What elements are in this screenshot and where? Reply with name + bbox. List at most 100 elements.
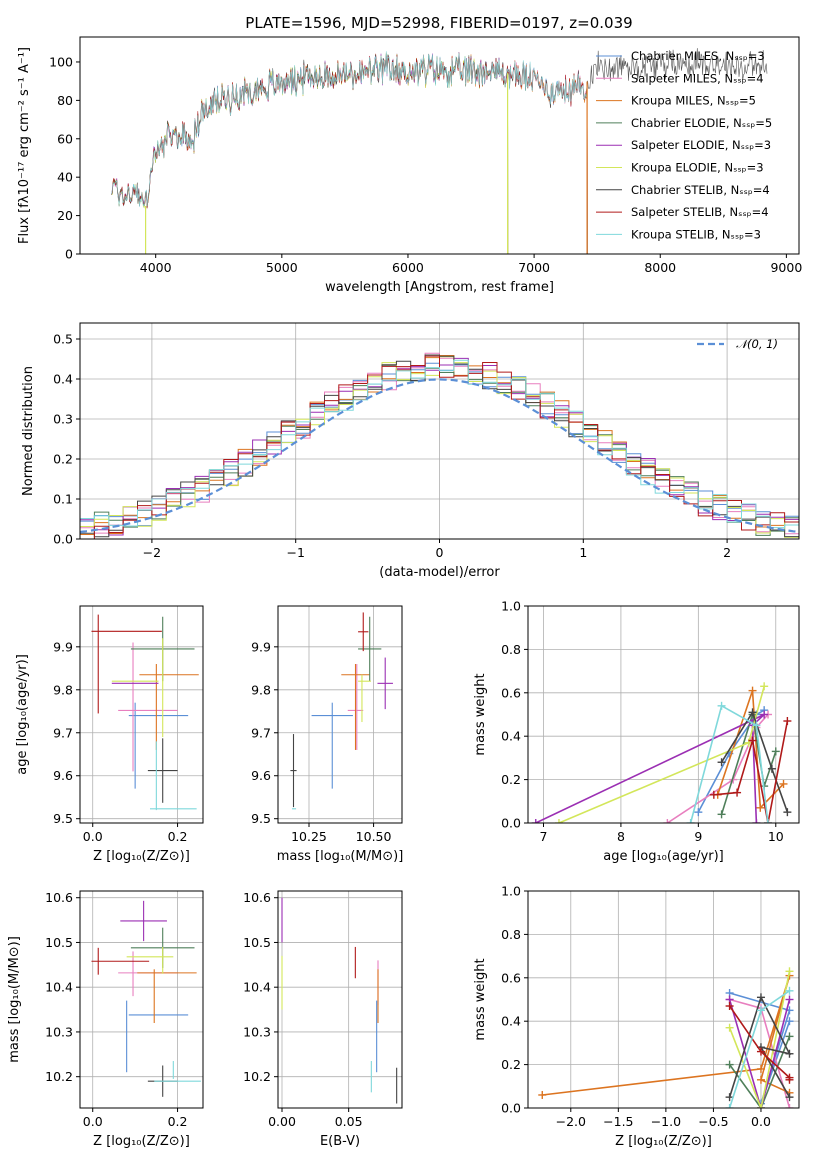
x-tick-label: 7	[540, 829, 548, 844]
x-axis-label: Z [log₁₀(Z/Z⊙)]	[93, 1134, 190, 1149]
chart-weight-age: 7 8 9 10 0.0 0.2 0.4 0.6 0.8 1.0 age [log₁₀(age/yr…	[473, 599, 800, 864]
y-tick-label: 0.5	[53, 332, 73, 347]
y-tick-label: 0.8	[501, 642, 521, 657]
weight-marker	[538, 1090, 547, 1099]
y-tick-label: 1.0	[501, 599, 521, 614]
legend-entry: Kroupa STELIB, Nₛₛₚ=3	[631, 227, 761, 241]
residual-legend: 𝒩(0, 1)	[697, 337, 778, 351]
weight-line-kroupa-elodie	[558, 686, 765, 823]
y-tick-label: 0.2	[501, 772, 521, 787]
y-tick-label: 10.4	[243, 980, 271, 995]
weight-marker	[785, 1017, 794, 1026]
y-tick-label: 60	[57, 131, 73, 146]
weight-marker	[760, 710, 769, 719]
x-tick-label: 6000	[392, 260, 424, 275]
y-tick-label: 0	[65, 247, 73, 262]
y-tick-label: 0.2	[501, 1057, 521, 1072]
x-tick-label: 4000	[140, 260, 172, 275]
y-axis-label: mass weight	[473, 958, 488, 1040]
x-tick-label: 0.05	[335, 1114, 363, 1129]
weight-marker	[717, 758, 726, 767]
y-tick-label: 10.6	[243, 890, 271, 905]
legend-entry: Kroupa MILES, Nₛₛₚ=5	[631, 94, 756, 108]
x-tick-label: 7000	[518, 260, 550, 275]
weight-line-salpeter-elodie	[535, 713, 765, 823]
x-tick-label: 0	[436, 545, 444, 560]
x-tick-label: −2.0	[556, 1114, 586, 1129]
y-tick-label: 0.0	[501, 816, 521, 831]
spectrum-line-kroupa-elodie	[111, 52, 509, 254]
chart-mass-z: 0.0 0.2 10.2 10.3 10.4 10.5 10.6 Z [log₁₀(Z/Z⊙)…	[7, 890, 204, 1149]
chart-age-mass: 10.25 10.50 9.5 9.6 9.7 9.8 9.9 mass [log₁₀(M/M…	[251, 605, 404, 864]
plot-area-age-mass	[290, 612, 393, 810]
weight-marker	[686, 819, 695, 823]
weight-marker	[756, 1006, 765, 1015]
legend-entry: 𝒩(0, 1)	[736, 337, 778, 351]
weight-marker	[725, 1023, 734, 1032]
errorbar-point	[358, 612, 369, 652]
weight-marker	[783, 717, 792, 726]
plot-area-mass-z	[91, 900, 201, 1097]
chart-age-z: 0.0 0.2 9.5 9.6 9.7 9.8 9.9 Z [log₁₀(Z/Z⊙)] age …	[15, 605, 204, 864]
y-tick-label: 9.7	[251, 725, 271, 740]
y-tick-label: 9.5	[251, 811, 271, 826]
plot-area-age-z	[91, 614, 199, 811]
weight-marker	[785, 1093, 794, 1102]
plot-area-residuals	[80, 352, 799, 539]
y-tick-label: 10.2	[243, 1069, 271, 1084]
axes-frame	[277, 890, 403, 1109]
x-axis-label: mass [log₁₀(M/M⊙)]	[277, 849, 404, 864]
weight-line-chabrier-stelib	[720, 710, 789, 813]
weight-marker	[725, 1002, 734, 1011]
weight-marker	[785, 1032, 794, 1041]
y-tick-label: 9.6	[53, 768, 73, 783]
y-tick-label: 9.8	[251, 682, 271, 697]
weight-marker	[663, 819, 672, 823]
errorbar-point	[147, 738, 178, 803]
weight-marker	[767, 764, 776, 773]
weight-marker	[785, 1104, 794, 1108]
x-tick-label: 0.0	[83, 829, 103, 844]
plot-area-weight-z	[538, 967, 794, 1108]
weight-marker	[785, 986, 794, 995]
weight-marker	[756, 1047, 765, 1056]
x-tick-label: 8	[617, 829, 625, 844]
y-tick-label: 0.4	[501, 1014, 521, 1029]
weight-line-kroupa-miles	[716, 690, 785, 810]
x-tick-label: 0.0	[83, 1114, 103, 1129]
x-tick-label: 1	[579, 545, 587, 560]
y-axis-label: mass weight	[473, 673, 488, 755]
weight-marker	[756, 1104, 765, 1108]
chart-residuals: −2 −1 0 1 2 0.0 0.1 0.2 0.3 0.4 0.5 (data-model)/er…	[21, 322, 800, 580]
weight-marker	[785, 1075, 794, 1084]
y-tick-label: 0.0	[501, 1101, 521, 1116]
y-tick-label: 20	[57, 208, 73, 223]
x-tick-label: 0.2	[168, 1114, 188, 1129]
weight-marker	[779, 779, 788, 788]
y-tick-label: 0.4	[501, 729, 521, 744]
x-axis-label: Z [log₁₀(Z/Z⊙)]	[615, 1134, 712, 1149]
weight-marker	[717, 701, 726, 710]
axes-frame	[79, 36, 800, 255]
x-tick-label: 2	[723, 545, 731, 560]
y-tick-label: 9.7	[53, 725, 73, 740]
spectrum-line-salpeter-stelib	[111, 52, 588, 254]
y-tick-label: 10.6	[45, 890, 73, 905]
y-tick-label: 0.1	[53, 492, 73, 507]
plot-area-spectrum	[111, 48, 768, 254]
weight-line-salpeter-miles	[666, 713, 769, 823]
axes-frame	[527, 890, 800, 1109]
weight-marker	[748, 686, 757, 695]
y-tick-label: 10.5	[243, 935, 271, 950]
x-tick-label: 0.0	[751, 1114, 771, 1129]
axes-frame	[79, 890, 204, 1109]
x-tick-label: −0.5	[698, 1114, 728, 1129]
y-tick-label: 10.4	[45, 980, 73, 995]
x-axis-label: Z [log₁₀(Z/Z⊙)]	[93, 849, 190, 864]
legend-entry: Salpeter MILES, Nₛₛₚ=4	[631, 71, 764, 85]
x-tick-label: −2	[143, 545, 161, 560]
y-tick-label: 40	[57, 170, 73, 185]
x-tick-label: 9000	[770, 260, 802, 275]
x-tick-label: 5000	[266, 260, 298, 275]
